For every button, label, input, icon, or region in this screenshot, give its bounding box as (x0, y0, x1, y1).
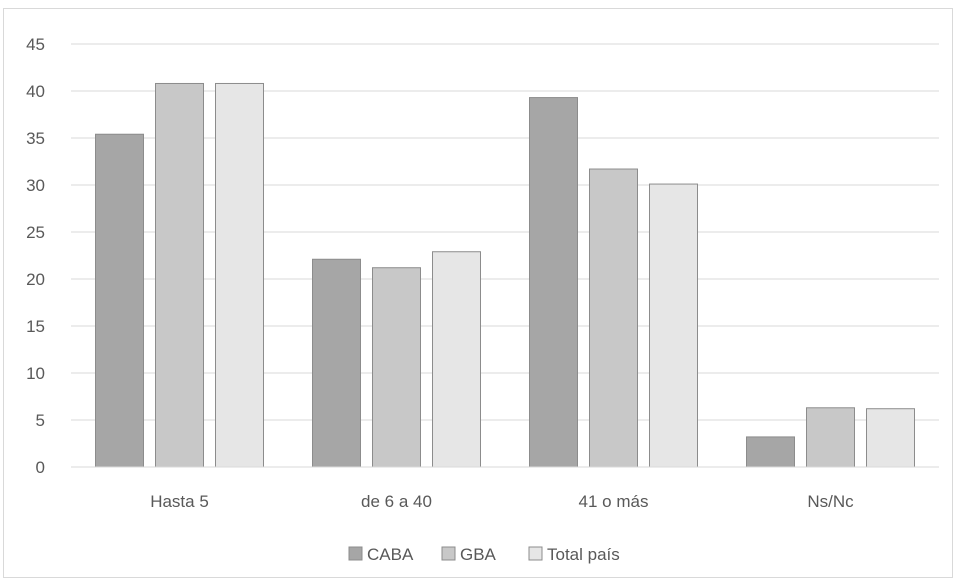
x-category-label: Ns/Nc (807, 492, 854, 511)
y-tick-label: 40 (26, 82, 45, 101)
bar-total-país-1 (432, 251, 481, 468)
bar-caba-2 (529, 97, 578, 468)
y-tick-label: 20 (26, 270, 45, 289)
y-tick-label: 10 (26, 364, 45, 383)
y-axis-tick-labels: 0 5 10 15 20 25 30 35 40 45 (26, 35, 45, 477)
legend-swatch-gba (441, 546, 456, 561)
bars (95, 82, 915, 468)
bar-chart: 0 5 10 15 20 25 30 35 40 45 Hasta 5 de 6 a 40 41 o … (26, 35, 939, 564)
bar-gba-0 (155, 82, 204, 468)
x-category-label: Hasta 5 (150, 492, 209, 511)
bar-total-país-3 (866, 408, 915, 468)
bar-total-país-0 (215, 82, 264, 468)
bar-total-país-2 (649, 183, 698, 468)
legend-swatch-caba (348, 546, 363, 561)
legend-swatch-total-país (528, 546, 543, 561)
y-tick-label: 5 (36, 411, 45, 430)
legend: CABA GBA Total país (348, 545, 620, 564)
x-category-label: de 6 a 40 (361, 492, 432, 511)
bar-gba-1 (372, 267, 421, 468)
legend-label-gba: GBA (460, 545, 497, 564)
legend-label-total-país: Total país (547, 545, 620, 564)
y-tick-label: 35 (26, 129, 45, 148)
bar-gba-2 (589, 168, 638, 468)
y-tick-label: 25 (26, 223, 45, 242)
x-category-label: 41 o más (579, 492, 649, 511)
chart-frame: 0 5 10 15 20 25 30 35 40 45 Hasta 5 de 6 a 40 41 o … (3, 8, 953, 578)
y-tick-label: 45 (26, 35, 45, 54)
y-tick-label: 30 (26, 176, 45, 195)
bar-gba-3 (806, 407, 855, 468)
legend-label-caba: CABA (367, 545, 414, 564)
bar-caba-3 (746, 436, 795, 468)
y-tick-label: 15 (26, 317, 45, 336)
bar-caba-0 (95, 133, 144, 468)
y-tick-label: 0 (36, 458, 45, 477)
x-axis-category-labels: Hasta 5 de 6 a 40 41 o más Ns/Nc (150, 492, 854, 511)
bar-caba-1 (312, 258, 361, 468)
